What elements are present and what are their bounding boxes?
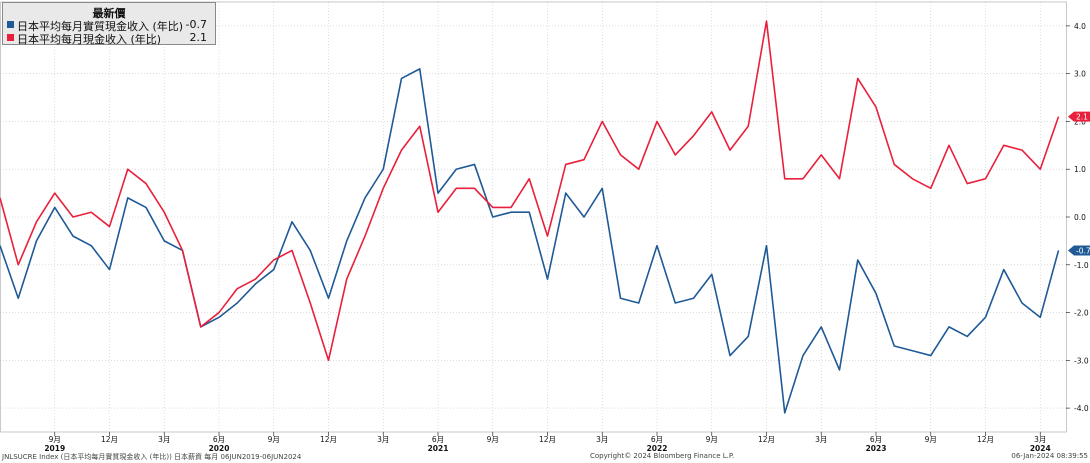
y-tick-label: -2.0 [1074,309,1089,318]
x-year-label: 2024 [1030,444,1051,453]
x-tick-label: 3月 [158,435,170,444]
legend-item-real-earnings: 日本平均每月實質現金收入 (年比) -0.7 [7,18,211,33]
x-tick-label: 12月 [758,435,775,444]
x-tick-label: 9月 [487,435,499,444]
last-value-tag [1068,245,1090,256]
x-tick-label: 12月 [320,435,337,444]
chart-grid [0,1,1067,433]
x-year-label: 2022 [647,444,668,453]
x-tick-label: 9月 [268,435,280,444]
legend-label: 日本平均每月實質現金收入 (年比) [17,20,184,33]
x-tick-label: 9月 [49,435,61,444]
x-tick-label: 12月 [977,435,994,444]
footer-index-info: JNLSUCRE Index (日本平均每月實質現金收入 (年比)) 日本薪資 … [2,453,302,461]
chart-series [0,20,1060,414]
legend-value: 2.1 [189,31,208,44]
y-tick-label: 1.0 [1074,165,1086,174]
chart-legend: 最新價 日本平均每月實質現金收入 (年比) -0.7 日本平均每月現金收入 (年… [2,2,216,46]
y-tick-label: -4.0 [1074,404,1089,413]
x-tick-label: 12月 [101,435,118,444]
y-tick-label: 4.0 [1074,22,1086,31]
legend-value: -0.7 [185,18,207,31]
x-tick-label: 12月 [539,435,556,444]
series-line-nominal-earnings [0,20,1060,362]
x-tick-label: 6月 [651,435,663,444]
x-tick-label: 3月 [377,435,389,444]
footer-timestamp: 06-Jan-2024 08:39:55 [1011,452,1088,460]
y-axis: 4.0 3.0 2.0 1.0 0.0 -1.0 -2.0 -3.0 -4.0 [1066,22,1089,413]
last-value-label: -0.7 [1076,246,1090,255]
x-year-label: 2019 [44,444,65,453]
x-tick-label: 3月 [1034,435,1046,444]
y-tick-label: 2.0 [1074,117,1086,126]
legend-item-nominal-earnings: 日本平均每月現金收入 (年比) 2.1 [7,31,211,46]
y-tick-label: -3.0 [1074,356,1089,365]
y-tick-label: -1.0 [1074,261,1089,270]
x-year-label: 2021 [428,444,449,453]
legend-swatch-blue [7,21,14,28]
last-value-tags: 2.1 -0.7 [1068,111,1090,256]
y-tick-label: 3.0 [1074,70,1086,79]
legend-swatch-red [7,34,14,41]
legend-label: 日本平均每月現金收入 (年比) [17,33,162,46]
footer-copyright: Copyright© 2024 Bloomberg Finance L.P. [590,452,735,460]
legend-title: 最新價 [92,7,126,20]
last-value-tag [1068,111,1090,122]
x-year-label: 2023 [866,444,887,453]
series-line-real-earnings [0,68,1060,414]
x-tick-label: 9月 [706,435,718,444]
x-tick-label: 3月 [596,435,608,444]
x-tick-label: 6月 [432,435,444,444]
x-tick-label: 9月 [925,435,937,444]
x-tick-label: 3月 [815,435,827,444]
x-tick-label: 6月 [870,435,882,444]
last-value-label: 2.1 [1076,113,1088,122]
x-year-label: 2020 [209,444,230,453]
y-tick-label: 0.0 [1074,213,1086,222]
x-tick-label: 6月 [213,435,225,444]
